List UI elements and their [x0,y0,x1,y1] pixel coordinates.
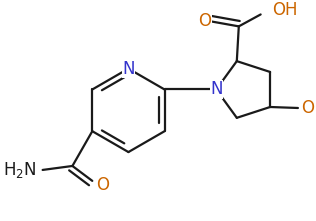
Text: O: O [301,99,314,117]
Text: N: N [122,60,135,78]
Text: H$_2$N: H$_2$N [3,160,37,180]
Text: OH: OH [273,2,298,19]
Text: O: O [198,12,211,30]
Text: O: O [96,176,109,194]
Text: N: N [210,80,222,99]
